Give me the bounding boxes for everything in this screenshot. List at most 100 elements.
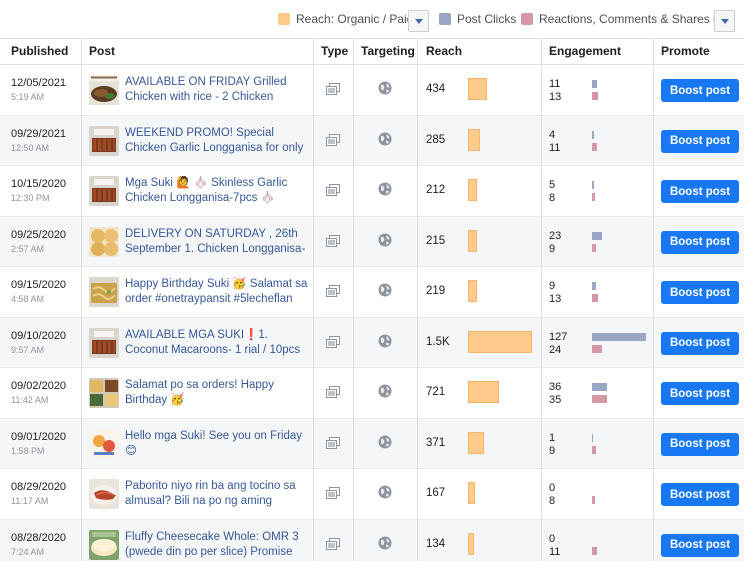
boost-post-button[interactable]: Boost post	[661, 129, 739, 153]
published-date: 09/29/2021	[11, 127, 67, 140]
boost-post-button[interactable]: Boost post	[661, 281, 739, 304]
chevron-down-icon	[720, 18, 729, 24]
column-divider	[353, 38, 354, 561]
table-row[interactable]: 09/15/2020 4:58 AM Happy Birthday Suki 🥳…	[0, 267, 744, 318]
reactions-value: 8	[549, 495, 556, 507]
chevron-down-icon	[414, 18, 423, 24]
boost-post-button[interactable]: Boost post	[661, 331, 739, 355]
globe-icon	[378, 334, 392, 348]
boost-post-button[interactable]: Boost post	[661, 79, 739, 102]
post-thumbnail[interactable]	[89, 226, 119, 257]
table-row[interactable]: 08/29/2020 11:17 AM Paborito niyo rin ba…	[0, 469, 744, 520]
post-link[interactable]: Salamat po sa orders! Happy Birthday 🥳	[125, 379, 274, 406]
post-clicks-value: 5	[549, 179, 556, 191]
table-row[interactable]: 09/29/2021 12:50 AM WEEKEND PROMO! Speci…	[0, 115, 744, 166]
col-engagement[interactable]: Engagement	[549, 44, 622, 58]
reactions-bar	[592, 445, 596, 454]
post-link[interactable]: Happy Birthday Suki 🥳 Salamat sa order #…	[125, 278, 308, 305]
reactions-bar	[592, 546, 597, 555]
post-thumbnail[interactable]	[89, 277, 119, 307]
multi-photo-icon	[326, 83, 340, 95]
table-row[interactable]: 09/01/2020 1:58 PM Hello mga Suki! See y…	[0, 418, 744, 469]
reach-bar	[468, 179, 477, 201]
published-time: 1:58 PM	[11, 445, 45, 456]
post-link[interactable]: Fluffy Cheesecake Whole: OMR 3 (pwede di…	[125, 530, 299, 558]
boost-post-button[interactable]: Boost post	[661, 230, 739, 254]
post-thumbnail[interactable]	[89, 327, 119, 358]
reactions-value: 13	[549, 293, 562, 305]
table-row[interactable]: 12/05/2021 5:19 AM AVAILABLE ON FRIDAY G…	[0, 65, 744, 116]
boost-post-button[interactable]: Boost post	[661, 533, 739, 557]
globe-icon	[378, 384, 392, 398]
boost-post-button[interactable]: Boost post	[661, 483, 739, 506]
reach-value: 215	[426, 234, 446, 247]
boost-post-button[interactable]: Boost post	[661, 180, 739, 203]
post-clicks-value: 9	[549, 280, 556, 292]
column-divider	[653, 38, 654, 561]
reach-value: 434	[426, 83, 446, 95]
post-clicks-value: 4	[549, 128, 556, 141]
post-thumbnail[interactable]	[89, 75, 119, 105]
published-date: 08/29/2020	[11, 481, 67, 493]
published-time: 7:24 AM	[11, 546, 45, 557]
table-row[interactable]: 08/28/2020 7:24 AM Fluffy Cheesecake Who…	[0, 519, 744, 561]
boost-post-button[interactable]: Boost post	[661, 382, 739, 405]
reach-bar	[468, 532, 474, 555]
post-link[interactable]: Hello mga Suki! See you on Friday 😊	[125, 429, 303, 457]
multi-photo-icon	[326, 537, 340, 550]
table-row[interactable]: 09/10/2020 9:57 AM AVAILABLE MGA SUKI❗1.…	[0, 317, 744, 368]
published-date: 09/15/2020	[11, 279, 67, 291]
post-link[interactable]: Mga Suki 🙋 🧄 Skinless Garlic Chicken Lon…	[125, 177, 288, 204]
reactions-swatch	[521, 13, 533, 25]
reach-value: 212	[426, 184, 446, 196]
post-link[interactable]: WEEKEND PROMO! Special Chicken Garlic Lo…	[125, 126, 304, 154]
post-thumbnail[interactable]	[89, 529, 119, 560]
table-row[interactable]: 10/15/2020 12:30 PM Mga Suki 🙋 🧄 Skinles…	[0, 166, 744, 217]
published-date: 09/01/2020	[11, 430, 67, 443]
reach-dropdown-button[interactable]	[408, 10, 429, 32]
post-clicks-bar	[592, 433, 593, 442]
post-link[interactable]: DELIVERY ON SATURDAY , 26th September 1.…	[125, 227, 306, 255]
table-row[interactable]: 09/02/2020 11:42 AM Salamat po sa orders…	[0, 368, 744, 419]
post-link[interactable]: Paborito niyo rin ba ang tocino sa almus…	[125, 480, 296, 507]
multi-photo-icon	[326, 386, 340, 398]
legend-reactions-label: Reactions, Comments & Shares	[539, 12, 710, 26]
col-published[interactable]: Published	[11, 44, 69, 58]
published-time: 2:57 AM	[11, 243, 45, 254]
post-thumbnail[interactable]	[89, 378, 119, 408]
reactions-bar	[592, 142, 597, 151]
multi-photo-icon	[326, 285, 340, 297]
reach-bar	[468, 482, 475, 504]
post-clicks-value: 0	[549, 482, 556, 494]
table-row[interactable]: 09/25/2020 2:57 AM DELIVERY ON SATURDAY …	[0, 216, 744, 267]
published-time: 11:17 AM	[11, 496, 49, 506]
globe-icon	[378, 182, 392, 196]
reactions-value: 13	[549, 91, 562, 103]
published-time: 4:58 AM	[11, 294, 45, 304]
post-clicks-bar	[592, 383, 607, 391]
col-reach[interactable]: Reach	[426, 44, 463, 58]
reach-bar	[468, 381, 499, 403]
post-link[interactable]: AVAILABLE ON FRIDAY Grilled Chicken with…	[125, 76, 287, 103]
post-clicks-bar	[592, 130, 594, 139]
legend-reach: Reach: Organic / Paid	[278, 12, 413, 26]
multi-photo-icon	[326, 234, 340, 247]
multi-photo-icon	[326, 436, 340, 449]
published-date: 09/25/2020	[11, 228, 67, 241]
published-date: 12/05/2021	[11, 77, 67, 89]
post-clicks-value: 11	[549, 78, 561, 90]
engagement-dropdown-button[interactable]	[714, 10, 735, 32]
published-time: 12:30 PM	[11, 193, 50, 203]
reach-bar	[468, 431, 484, 454]
reactions-value: 8	[549, 192, 556, 204]
boost-post-button[interactable]: Boost post	[661, 432, 739, 456]
published-date: 09/10/2020	[11, 329, 67, 342]
post-thumbnail[interactable]	[89, 176, 119, 206]
published-time: 5:19 AM	[11, 92, 45, 102]
post-link[interactable]: AVAILABLE MGA SUKI❗1. Coconut Macaroons-…	[125, 328, 301, 356]
post-thumbnail[interactable]	[89, 479, 119, 509]
post-thumbnail[interactable]	[89, 125, 119, 156]
post-thumbnail[interactable]	[89, 428, 119, 459]
globe-icon	[378, 283, 392, 297]
reach-bar	[468, 229, 477, 252]
